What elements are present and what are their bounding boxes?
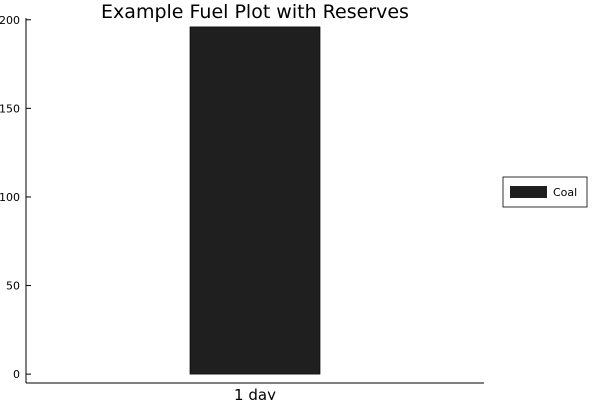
y-tick-label: 100 [0,191,20,204]
y-axis-ticks: 0 50 100 150 200 [0,14,31,381]
legend-label-coal: Coal [553,186,577,199]
plot-area [189,26,321,375]
y-tick-label: 200 [0,14,20,27]
legend: Coal [502,176,588,208]
bar-coal [189,26,321,375]
y-tick-label: 150 [0,102,20,115]
x-axis-ticks: 1 day [234,386,276,404]
x-tick-label: 1 day [234,386,276,400]
y-tick-label: 50 [6,280,20,293]
y-tick-label: 0 [13,368,20,381]
legend-swatch-coal [510,186,547,198]
chart-title: Example Fuel Plot with Reserves [101,1,409,23]
